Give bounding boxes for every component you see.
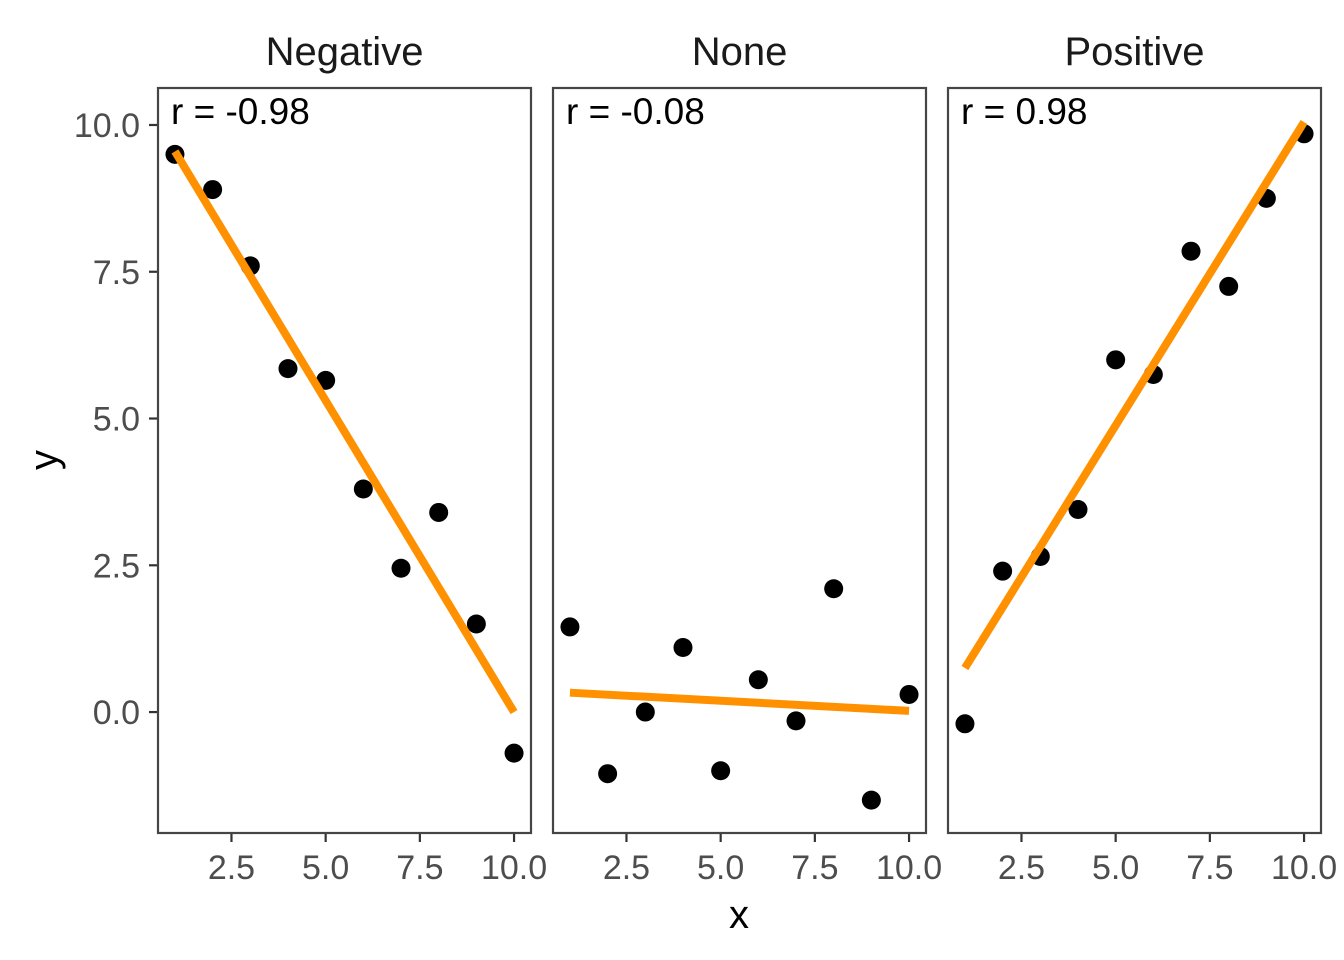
data-point bbox=[748, 670, 768, 690]
fit-line-negative bbox=[171, 149, 518, 715]
y-tick-label: 7.5 bbox=[93, 254, 140, 292]
data-point bbox=[1106, 350, 1126, 370]
y-tick-label: 10.0 bbox=[74, 107, 140, 145]
panel-geoms-negative bbox=[165, 144, 524, 763]
fit-line-positive bbox=[961, 119, 1308, 671]
data-point bbox=[711, 761, 731, 781]
panel-geoms-positive bbox=[955, 119, 1314, 734]
data-point bbox=[1219, 276, 1239, 296]
r-annotation-positive: r = 0.98 bbox=[961, 91, 1088, 132]
x-tick-label: 5.0 bbox=[1092, 849, 1139, 887]
data-point bbox=[598, 764, 618, 784]
data-point bbox=[1068, 500, 1088, 520]
facet-title-none: None bbox=[692, 30, 788, 74]
data-point bbox=[899, 684, 919, 704]
data-point bbox=[391, 558, 411, 578]
data-point bbox=[786, 711, 806, 731]
data-point bbox=[203, 180, 223, 200]
data-point bbox=[673, 637, 693, 657]
data-point bbox=[353, 479, 373, 499]
data-point bbox=[824, 579, 844, 599]
x-tick-label: 5.0 bbox=[302, 849, 349, 887]
y-tick-label: 5.0 bbox=[93, 401, 140, 439]
data-point bbox=[278, 359, 298, 379]
x-tick-label: 7.5 bbox=[1186, 849, 1233, 887]
y-axis-title: y bbox=[22, 450, 66, 470]
x-tick-label: 10.0 bbox=[876, 849, 942, 887]
x-tick-label: 2.5 bbox=[998, 849, 1045, 887]
x-tick-label: 7.5 bbox=[791, 849, 838, 887]
data-point bbox=[429, 502, 449, 522]
r-annotation-negative: r = -0.98 bbox=[171, 91, 310, 132]
data-point bbox=[466, 614, 486, 634]
x-tick-label: 10.0 bbox=[1271, 849, 1337, 887]
panel-background-none bbox=[553, 88, 926, 833]
panel-background-positive bbox=[948, 88, 1321, 833]
panel-border-none bbox=[551, 86, 928, 835]
panel-geoms-none bbox=[560, 579, 919, 810]
x-tick-label: 10.0 bbox=[481, 849, 547, 887]
data-point bbox=[1181, 241, 1201, 261]
data-point bbox=[955, 714, 975, 734]
y-tick-label: 2.5 bbox=[93, 547, 140, 585]
x-tick-label: 2.5 bbox=[603, 849, 650, 887]
data-point bbox=[993, 561, 1013, 581]
data-point bbox=[861, 790, 881, 810]
data-point bbox=[560, 617, 580, 637]
x-tick-label: 7.5 bbox=[396, 849, 443, 887]
y-tick-label: 0.0 bbox=[93, 694, 140, 732]
panel-border-positive bbox=[946, 86, 1323, 835]
r-annotation-none: r = -0.08 bbox=[566, 91, 705, 132]
data-point bbox=[504, 743, 524, 763]
panel-border-negative bbox=[156, 86, 533, 835]
facet-title-positive: Positive bbox=[1064, 30, 1204, 74]
x-axis-title: x bbox=[729, 893, 749, 937]
fit-line-none bbox=[569, 688, 910, 715]
x-tick-label: 5.0 bbox=[697, 849, 744, 887]
x-tick-label: 2.5 bbox=[208, 849, 255, 887]
facet-title-negative: Negative bbox=[266, 30, 424, 74]
data-point bbox=[635, 702, 655, 722]
panel-background-negative bbox=[158, 88, 531, 833]
